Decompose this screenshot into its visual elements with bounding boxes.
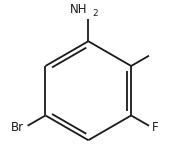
Text: Br: Br: [11, 121, 24, 133]
Text: NH: NH: [70, 3, 87, 16]
Text: F: F: [152, 121, 159, 133]
Text: 2: 2: [92, 9, 98, 18]
